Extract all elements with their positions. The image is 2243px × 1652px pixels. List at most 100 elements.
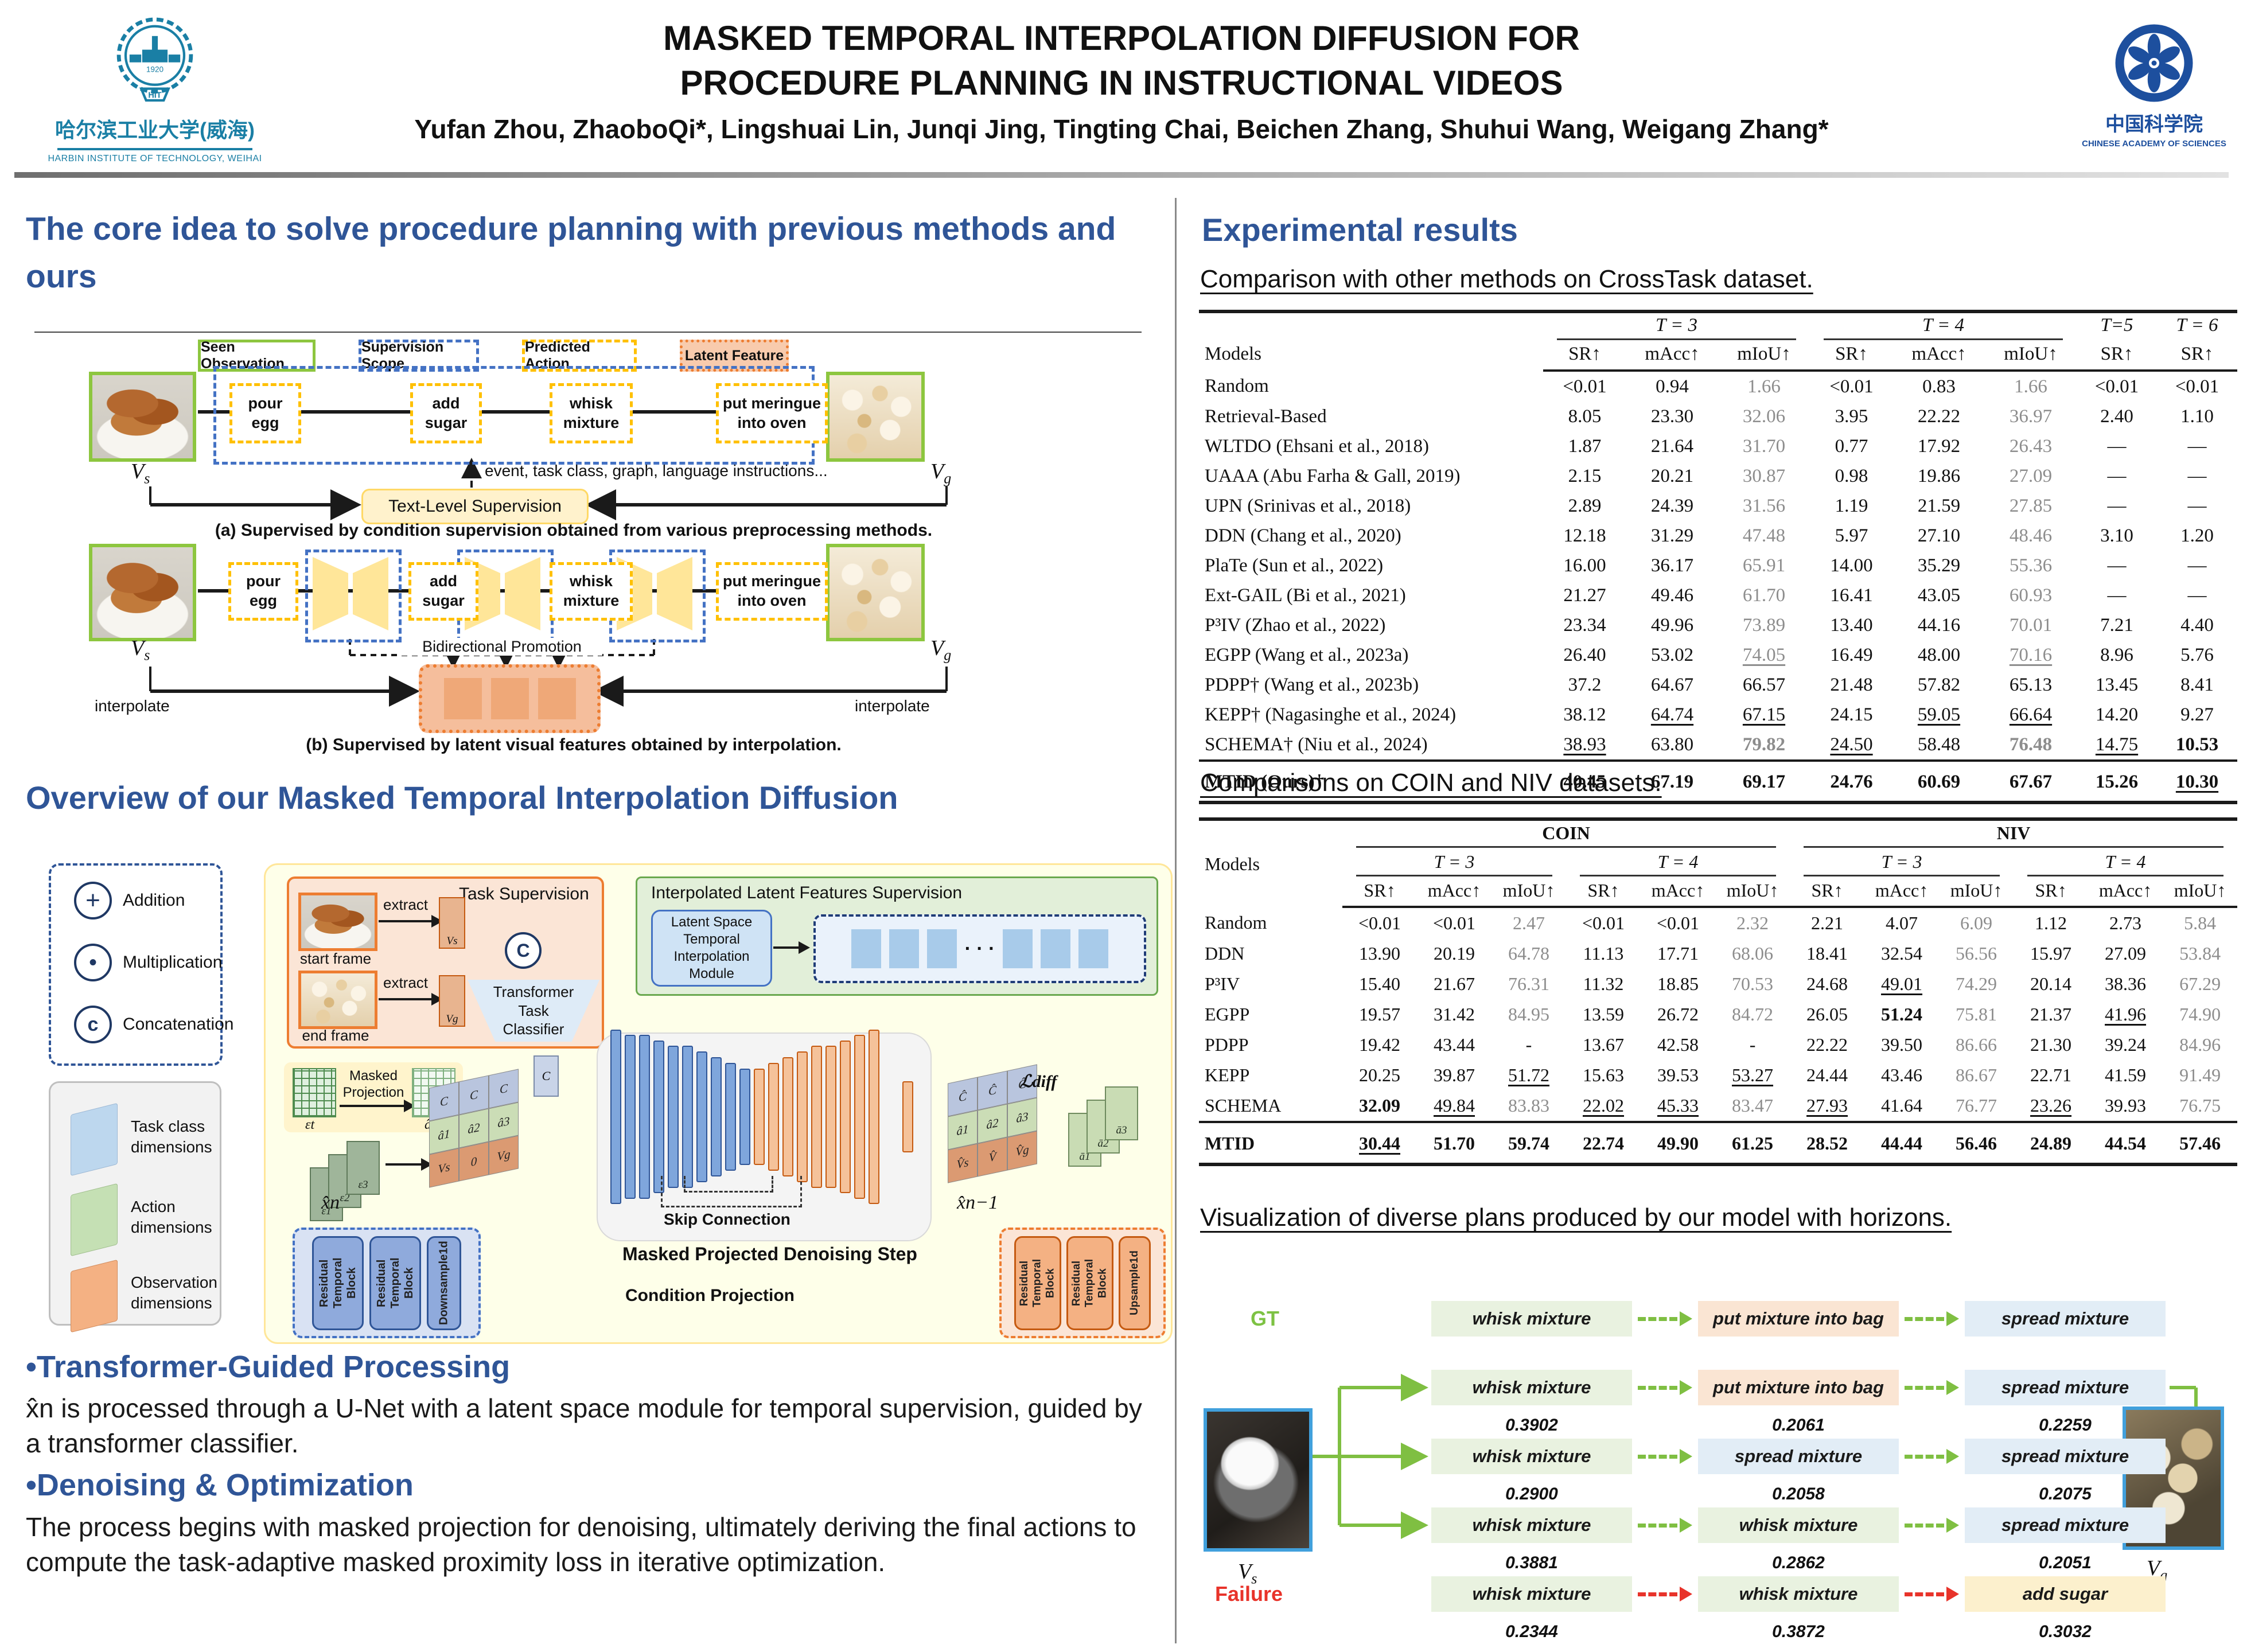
metric-cell: 53.27 [1732, 1065, 1774, 1085]
classifier-label: Transformer Task Classifier [493, 983, 574, 1038]
plan-step-box: spread mixture [1965, 1370, 2166, 1405]
unet-layer [811, 1046, 822, 1188]
plan-step-box: spread mixture [1698, 1439, 1899, 1474]
metric-cell: 13.90 [1359, 943, 1400, 964]
metric-cell: 66.64 [2009, 704, 2053, 725]
unet-layer [869, 1030, 879, 1204]
table-row: DDN (Chang et al., 2020) 12.18 31.29 47.48 5… [1199, 521, 2237, 551]
plan-step-box: whisk mixture [1431, 1439, 1632, 1474]
svg-text:1920: 1920 [146, 65, 164, 74]
metric-cell: 41.64 [1881, 1095, 1923, 1116]
metric-cell: 13.67 [1583, 1034, 1624, 1055]
plan-arrowhead [1946, 1518, 1959, 1533]
action-box-pour-egg-b: pour egg [228, 562, 298, 621]
vg-feature-tile: Vg [439, 975, 465, 1027]
plan-step-box: whisk mixture [1431, 1507, 1632, 1543]
table-row: KEPP† (Nagasinghe et al., 2024) 38.12 64.7… [1199, 700, 2237, 730]
plan-probability: 0.2900 [1505, 1485, 1558, 1503]
model-name-cell: UPN (Srinivas et al., 2018) [1205, 495, 1411, 516]
metric-cell: 48.46 [2009, 525, 2053, 546]
plan-probability: 0.3872 [1772, 1622, 1825, 1641]
legend-label: Seen Observation [201, 339, 285, 372]
plan-step-box: whisk mixture [1431, 1301, 1632, 1337]
metric-cell: 44.44 [1864, 1121, 1940, 1164]
metric-cell: 9.27 [2180, 704, 2214, 725]
model-name-cell: Retrieval-Based [1205, 406, 1327, 427]
model-name-cell: KEPP [1205, 1065, 1250, 1085]
vs-observation-image [1204, 1408, 1313, 1552]
metric-cell: 14.75 [2095, 734, 2139, 755]
table-row: P³IV (Zhao et al., 2022) 23.34 49.96 73.89 1… [1199, 610, 2237, 640]
hit-emblem-icon: 1920 HIT [116, 17, 193, 102]
plan-arrow [1638, 1592, 1677, 1596]
metric-cell: 17.92 [1917, 435, 1961, 457]
interpolate-right-label: interpolate [855, 697, 930, 715]
eps-t-label: εt [305, 1117, 315, 1132]
authors: Yufan Zhou, ZhaoboQi*, Lingshuai Lin, Ju… [414, 114, 1829, 144]
extract-label-bottom: extract [383, 974, 429, 991]
latent-feature-box [419, 664, 601, 733]
cas-name-en: CHINESE ACADEMY OF SCIENCES [2082, 139, 2226, 149]
metric-cell: 74.90 [2179, 1004, 2221, 1024]
metric-cell: 83.47 [1732, 1095, 1774, 1116]
subheading-visualization: Visualization of diverse plans produced … [1200, 1203, 1952, 1232]
latent-tile [443, 678, 482, 719]
metric-cell: 35.29 [1917, 555, 1961, 576]
model-name-cell: P³IV [1205, 973, 1240, 994]
table-row: EGPP 19.57 31.42 84.95 13.59 26.72 84.72 26.05 5… [1199, 999, 2237, 1030]
metric-cell: 63.80 [1650, 734, 1694, 755]
residual-temporal-block: Residual Temporal Block [369, 1236, 421, 1330]
cas-logo: 中国科学院 CHINESE ACADEMY OF SCIENCES [2082, 20, 2226, 149]
fig-a-supervision-text: event, task class, graph, language instr… [485, 462, 828, 480]
plan-arrow [1905, 1592, 1944, 1596]
hit-name-cn: 哈尔滨工业大学(威海) [55, 118, 255, 142]
metric-cell: 1.20 [2180, 525, 2214, 546]
unet-stack-box: Skip Connection [597, 1030, 932, 1241]
model-name-cell: EGPP [1205, 1004, 1250, 1024]
metric-cell: — [2187, 465, 2207, 486]
metric-cell: 55.36 [2009, 555, 2053, 576]
residual-temporal-block: Residual Temporal Block [1014, 1236, 1061, 1330]
metric-cell: 67.29 [2179, 973, 2221, 994]
bullet1-title: •Transformer-Guided Processing [26, 1350, 511, 1384]
start-frame-image [298, 893, 377, 951]
col-sr: SR↑ [1810, 342, 1893, 372]
metric-cell: 20.25 [1359, 1065, 1400, 1085]
metric-cell: 21.48 [1830, 674, 1873, 695]
latent-tile [1003, 929, 1033, 968]
model-name-cell: SCHEMA† (Niu et al., 2024) [1205, 734, 1428, 755]
metric-cell: 53.02 [1650, 644, 1694, 665]
plan-probability: 0.2075 [2039, 1485, 2092, 1503]
latent-tile [889, 929, 919, 968]
metric-cell: 86.66 [1956, 1034, 1997, 1055]
residual-temporal-block: Residual Temporal Block [312, 1236, 364, 1330]
metric-cell: 65.13 [2009, 674, 2053, 695]
plan-probability: 0.3902 [1505, 1416, 1558, 1435]
metric-cell: 24.68 [1806, 973, 1848, 994]
metric-cell: 20.14 [2030, 973, 2072, 994]
metric-cell: 41.96 [2105, 1004, 2147, 1024]
bidirectional-promotion-label: Bidirectional Promotion [402, 638, 602, 656]
metric-cell: 2.40 [2100, 406, 2133, 427]
bullet2-body: The process begins with masked projectio… [26, 1512, 1136, 1577]
metric-cell: — [2187, 585, 2207, 606]
metric-cell: 8.96 [2100, 644, 2133, 665]
interpolate-left-label: interpolate [95, 697, 170, 715]
metric-cell: 36.17 [1650, 555, 1694, 576]
metric-cell: 49.01 [1881, 973, 1923, 994]
metric-cell: 31.42 [1434, 1004, 1475, 1024]
metric-cell: <0.01 [1432, 913, 1476, 933]
extract-arrow-top [379, 920, 431, 922]
metric-cell: 39.87 [1434, 1065, 1475, 1085]
end-frame-label: end frame [302, 1027, 369, 1044]
metric-cell: 84.95 [1508, 1004, 1549, 1024]
metric-cell: 45.33 [1657, 1095, 1699, 1116]
model-name-cell: DDN (Chang et al., 2020) [1205, 525, 1401, 546]
metric-cell: 5.84 [2184, 913, 2217, 933]
plan-step-box: whisk mixture [1698, 1507, 1899, 1543]
concatenation-label: Concatenation [123, 1015, 234, 1034]
metric-cell: 18.85 [1657, 973, 1699, 994]
metric-cell: 57.46 [2163, 1121, 2238, 1164]
latent-space-module-box: Latent Space Temporal Interpolation Modu… [651, 910, 772, 987]
metric-cell: 8.05 [1568, 406, 1602, 427]
